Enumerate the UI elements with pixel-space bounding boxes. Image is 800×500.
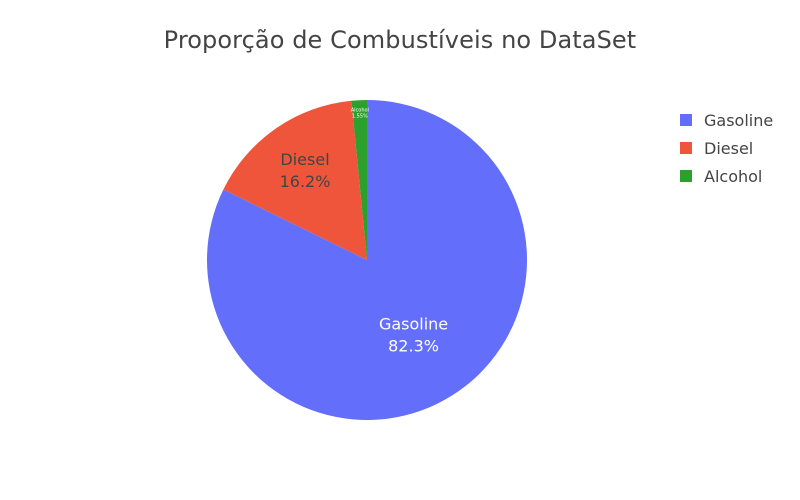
slice-percent-gasoline: 82.3% bbox=[388, 336, 439, 355]
slice-percent-diesel: 16.2% bbox=[280, 172, 331, 191]
legend-item-alcohol[interactable]: Alcohol bbox=[680, 162, 790, 190]
slice-label-diesel: Diesel bbox=[280, 150, 329, 169]
legend-swatch-diesel bbox=[680, 142, 692, 154]
slice-label-alcohol: Alcohol bbox=[351, 108, 369, 114]
legend-swatch-alcohol bbox=[680, 170, 692, 182]
pie-slice-diesel[interactable] bbox=[223, 100, 367, 260]
legend-swatch-gasoline bbox=[680, 114, 692, 126]
chart-title: Proporção de Combustíveis no DataSet bbox=[163, 26, 637, 54]
pie-slice-alcohol[interactable] bbox=[351, 100, 367, 260]
slice-percent-alcohol: 1.55% bbox=[352, 114, 368, 120]
legend-label-alcohol: Alcohol bbox=[704, 166, 763, 186]
pie-slices bbox=[206, 100, 527, 421]
legend-label-gasoline: Gasoline bbox=[704, 110, 774, 130]
legend-label-diesel: Diesel bbox=[704, 138, 754, 158]
legend: Gasoline Diesel Alcohol bbox=[680, 106, 790, 190]
legend-item-diesel[interactable]: Diesel bbox=[680, 134, 790, 162]
legend-item-gasoline[interactable]: Gasoline bbox=[680, 106, 790, 134]
slice-label-gasoline: Gasoline bbox=[379, 314, 448, 333]
